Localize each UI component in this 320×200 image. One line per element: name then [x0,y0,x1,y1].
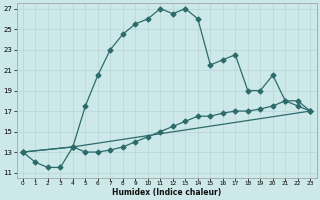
X-axis label: Humidex (Indice chaleur): Humidex (Indice chaleur) [112,188,221,197]
